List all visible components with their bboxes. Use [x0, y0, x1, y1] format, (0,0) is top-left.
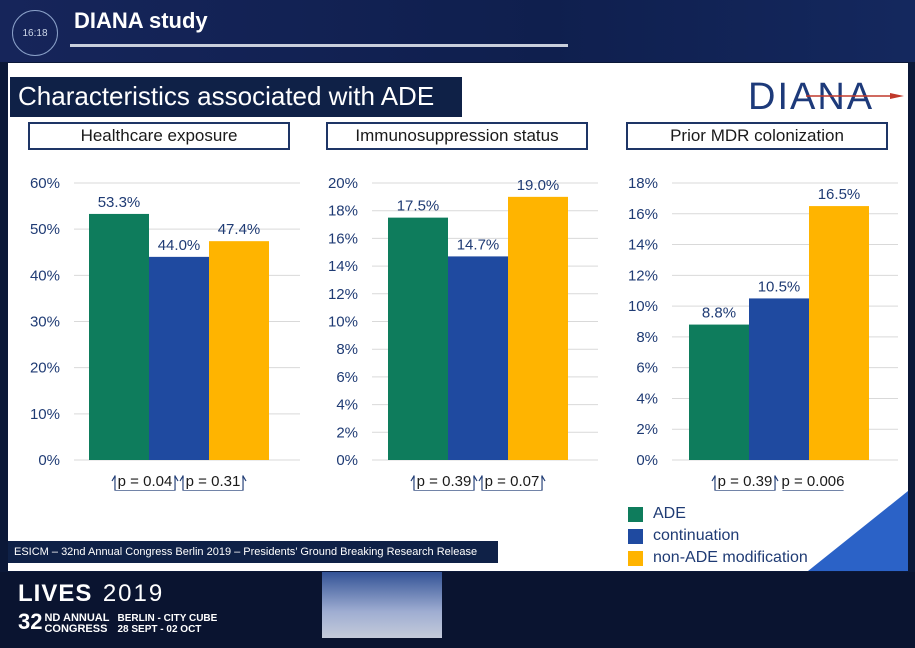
slide-title: Characteristics associated with ADE: [18, 81, 435, 111]
legend-item-ade: ADE: [628, 504, 808, 524]
congress-annual: ND ANNUAL CONGRESS: [44, 613, 109, 635]
y-tick-label: 0%: [636, 452, 658, 469]
y-tick-label: 14%: [328, 258, 358, 275]
bar-continuation: [149, 256, 209, 460]
value-label: 53.3%: [98, 194, 141, 211]
p-value-label: p = 0.04: [118, 473, 173, 490]
slide-title-box: [8, 75, 464, 119]
slide: Characteristics associated with ADE DIAN…: [8, 63, 908, 571]
y-tick-label: 18%: [628, 175, 658, 192]
value-label: 14.7%: [457, 236, 500, 253]
bar-non-ade: [809, 206, 869, 460]
p-value-label-bg: [482, 473, 542, 490]
p-value-label: p = 0.31: [186, 473, 241, 490]
value-label: 19.0%: [517, 177, 560, 194]
bar-charts: 0% 10% 20% 30% 40% 50% 60% 53.3% 44.0% 47.4% p = 0…: [30, 175, 898, 491]
congress-label: CONGRESS: [44, 623, 108, 635]
bar-non-ade: [209, 241, 269, 460]
panel-title-immunosuppression: Immunosuppression status: [326, 122, 588, 150]
y-tick-label: 18%: [328, 203, 358, 220]
p-value-label-bg: [183, 473, 243, 490]
y-tick-label: 10%: [328, 314, 358, 331]
y-tick-label: 16%: [628, 206, 658, 223]
y-tick-label: 0%: [38, 452, 60, 469]
panel-title-healthcare: Healthcare exposure: [28, 122, 290, 150]
value-label: 44.0%: [158, 237, 201, 254]
corner-accent: [808, 491, 908, 571]
p-value-label-bg: [715, 473, 775, 490]
y-tick-label: 20%: [30, 360, 60, 377]
legend-label-ade: ADE: [653, 505, 686, 522]
y-tick-label: 12%: [328, 286, 358, 303]
value-label: 17.5%: [397, 198, 440, 215]
bar-continuation: [749, 298, 809, 460]
y-tick-label: 8%: [636, 329, 658, 346]
legend-swatch-continuation: [628, 528, 643, 544]
venue-label: BERLIN - CITY CUBE: [117, 613, 218, 624]
lives-year: 2019: [102, 580, 165, 607]
dates-label: 28 SEPT - 02 OCT: [117, 624, 202, 635]
ordinal-suffix: ND: [44, 612, 61, 624]
p-value-label: p = 0.39: [718, 473, 773, 490]
value-label: 16.5%: [818, 186, 861, 203]
y-tick-label: 2%: [336, 424, 358, 441]
p-value-label: p = 0.006: [782, 473, 845, 490]
lives-branding: LIVES 2019 32 ND ANNUAL CONGRESS BERLIN …: [18, 580, 217, 635]
y-tick-label: 6%: [336, 369, 358, 386]
legend-item-continuation: continuation: [628, 526, 808, 546]
value-label: 8.8%: [702, 305, 736, 322]
bar-ade: [689, 324, 749, 460]
congress-ordinal: 32: [18, 609, 43, 634]
congress-venue: BERLIN - CITY CUBE 28 SEPT - 02 OCT: [117, 613, 217, 635]
y-tick-label: 10%: [628, 298, 658, 315]
y-tick-label: 50%: [30, 221, 60, 238]
y-tick-label: 20%: [328, 175, 358, 192]
top-bar: 16:18 DIANA study: [0, 0, 915, 62]
y-tick-label: 12%: [628, 267, 658, 284]
footer-note: ESICM – 32nd Annual Congress Berlin 2019…: [8, 541, 498, 563]
panel-title-mdr: Prior MDR colonization: [626, 122, 888, 150]
y-tick-label: 10%: [30, 406, 60, 423]
legend-swatch-ade: [628, 506, 643, 522]
stage-image: [322, 572, 442, 638]
p-value-label: p = 0.07: [485, 473, 540, 490]
y-tick-label: 4%: [636, 390, 658, 407]
study-title: DIANA study: [74, 8, 208, 33]
y-tick-label: 0%: [336, 452, 358, 469]
y-tick-label: 6%: [636, 360, 658, 377]
y-tick-label: 16%: [328, 230, 358, 247]
y-tick-label: 40%: [30, 267, 60, 284]
y-tick-label: 8%: [336, 341, 358, 358]
bar-continuation: [448, 256, 508, 460]
bar-ade: [388, 217, 448, 460]
y-tick-label: 4%: [336, 397, 358, 414]
diana-logo: DIANA: [748, 76, 904, 115]
lives-wordmark: LIVES: [18, 580, 93, 607]
legend-label-non-ade: non-ADE modification: [653, 549, 808, 566]
legend-label-continuation: continuation: [653, 527, 740, 544]
legend-swatch-non-ade: [628, 550, 643, 566]
congress-banner: LIVES 2019 32 ND ANNUAL CONGRESS BERLIN …: [0, 572, 915, 648]
p-value-label-bg: [414, 473, 474, 490]
p-value-label-bg: [115, 473, 175, 490]
bar-non-ade: [508, 196, 568, 460]
chart-legend: ADE continuation non-ADE modification: [628, 504, 808, 570]
p-value-label: p = 0.39: [417, 473, 472, 490]
bar-ade: [89, 213, 149, 460]
y-tick-label: 30%: [30, 314, 60, 331]
clock-badge: 16:18: [12, 10, 58, 56]
value-label: 10.5%: [758, 278, 801, 295]
value-label: 47.4%: [218, 221, 261, 238]
y-tick-label: 60%: [30, 175, 60, 192]
annual-label: ANNUAL: [63, 612, 110, 624]
title-underline: [70, 44, 568, 47]
y-tick-label: 2%: [636, 421, 658, 438]
p-value-label-bg: [779, 473, 847, 490]
y-tick-label: 14%: [628, 237, 658, 254]
legend-item-non-ade: non-ADE modification: [628, 548, 808, 568]
